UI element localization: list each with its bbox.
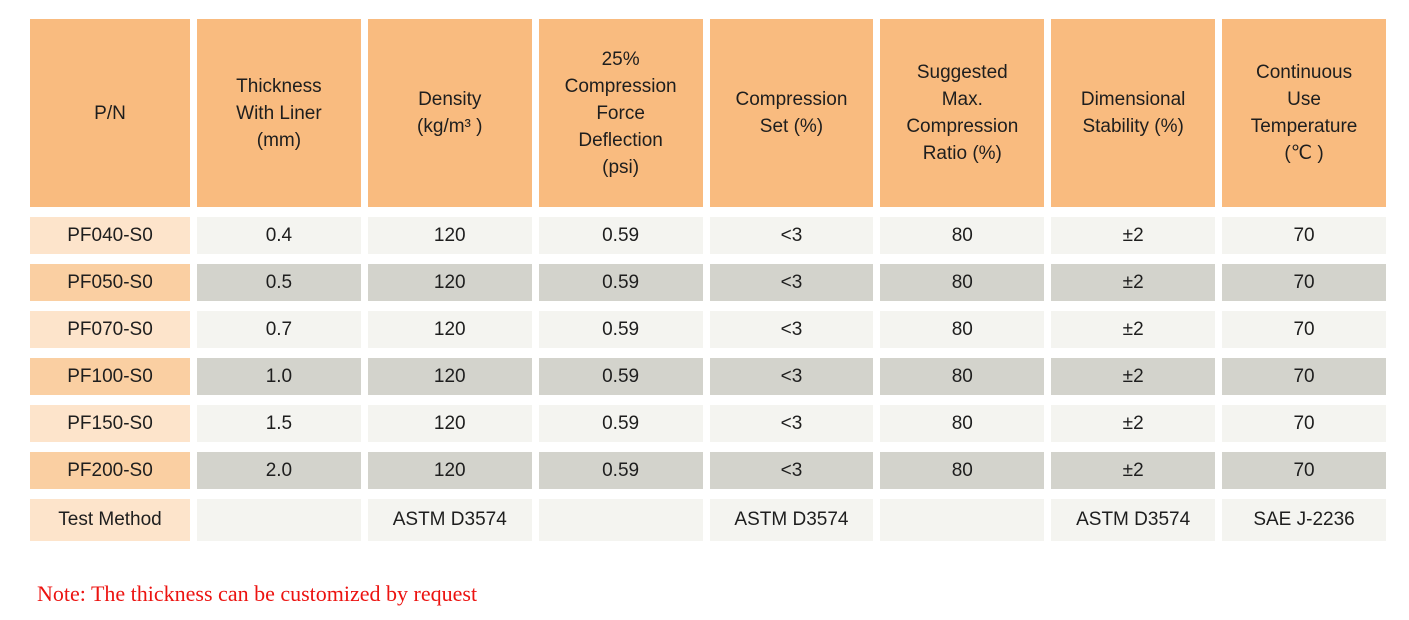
test-method-value-cell: ASTM D3574 [1051, 499, 1216, 541]
value-cell: ±2 [1051, 311, 1216, 348]
value-cell: ±2 [1051, 217, 1216, 254]
table-row: PF100-S0 1.0 120 0.59 <3 80 ±2 70 [30, 358, 1386, 395]
test-method-value-cell [538, 499, 703, 541]
part-number-cell: PF150-S0 [30, 405, 190, 442]
value-cell: 0.5 [197, 264, 361, 301]
value-cell: 120 [367, 217, 532, 254]
value-cell: 120 [367, 452, 532, 489]
test-method-value-cell: ASTM D3574 [367, 499, 532, 541]
value-cell: 80 [880, 217, 1045, 254]
value-cell: <3 [709, 358, 874, 395]
part-number-cell: PF070-S0 [30, 311, 190, 348]
value-cell: 70 [1222, 405, 1386, 442]
column-header-continuous-use-temperature: Continuous Use Temperature (℃ ) [1222, 19, 1386, 207]
value-cell: 0.59 [538, 405, 703, 442]
value-cell: 0.59 [538, 264, 703, 301]
table-row: PF200-S0 2.0 120 0.59 <3 80 ±2 70 [30, 452, 1386, 489]
value-cell: ±2 [1051, 264, 1216, 301]
value-cell: 0.59 [538, 358, 703, 395]
value-cell: ±2 [1051, 358, 1216, 395]
part-number-cell: PF200-S0 [30, 452, 190, 489]
value-cell: 80 [880, 452, 1045, 489]
value-cell: <3 [709, 452, 874, 489]
column-header-suggested-max-compression-ratio: Suggested Max. Compression Ratio (%) [880, 19, 1045, 207]
value-cell: <3 [709, 311, 874, 348]
value-cell: 1.5 [197, 405, 361, 442]
value-cell: 70 [1222, 452, 1386, 489]
test-method-label-cell: Test Method [30, 499, 190, 541]
test-method-value-cell [197, 499, 361, 541]
value-cell: 70 [1222, 217, 1386, 254]
value-cell: 70 [1222, 264, 1386, 301]
value-cell: 0.59 [538, 217, 703, 254]
value-cell: 1.0 [197, 358, 361, 395]
value-cell: 0.4 [197, 217, 361, 254]
value-cell: 120 [367, 358, 532, 395]
value-cell: <3 [709, 264, 874, 301]
thickness-note: Note: The thickness can be customized by… [37, 581, 478, 606]
table-row: PF040-S0 0.4 120 0.59 <3 80 ±2 70 [30, 217, 1386, 254]
value-cell: 80 [880, 358, 1045, 395]
value-cell: 0.7 [197, 311, 361, 348]
value-cell: 80 [880, 405, 1045, 442]
value-cell: <3 [709, 405, 874, 442]
value-cell: 80 [880, 264, 1045, 301]
value-cell: 70 [1222, 311, 1386, 348]
table-row: PF070-S0 0.7 120 0.59 <3 80 ±2 70 [30, 311, 1386, 348]
value-cell: 80 [880, 311, 1045, 348]
value-cell: <3 [709, 217, 874, 254]
column-header-compression-set: Compression Set (%) [709, 19, 874, 207]
test-method-row: Test Method ASTM D3574 ASTM D3574 ASTM D357… [30, 499, 1386, 541]
part-number-cell: PF050-S0 [30, 264, 190, 301]
value-cell: 0.59 [538, 452, 703, 489]
product-spec-table: P/N Thickness With Liner (mm) Density (kg/… [23, 9, 1393, 551]
column-header-density: Density (kg/m³ ) [367, 19, 532, 207]
value-cell: 0.59 [538, 311, 703, 348]
part-number-cell: PF040-S0 [30, 217, 190, 254]
table-row: PF150-S0 1.5 120 0.59 <3 80 ±2 70 [30, 405, 1386, 442]
column-header-compression-force-deflection: 25% Compression Force Deflection (psi) [538, 19, 703, 207]
value-cell: ±2 [1051, 405, 1216, 442]
table-row: PF050-S0 0.5 120 0.59 <3 80 ±2 70 [30, 264, 1386, 301]
value-cell: 120 [367, 405, 532, 442]
value-cell: 2.0 [197, 452, 361, 489]
header-row: P/N Thickness With Liner (mm) Density (kg/… [30, 19, 1386, 207]
test-method-value-cell: SAE J-2236 [1222, 499, 1386, 541]
part-number-cell: PF100-S0 [30, 358, 190, 395]
table-body: PF040-S0 0.4 120 0.59 <3 80 ±2 70 PF050-S0 0.5 120… [30, 217, 1386, 541]
test-method-value-cell: ASTM D3574 [709, 499, 874, 541]
column-header-thickness-with-liner: Thickness With Liner (mm) [197, 19, 361, 207]
value-cell: ±2 [1051, 452, 1216, 489]
value-cell: 120 [367, 264, 532, 301]
column-header-pn: P/N [30, 19, 190, 207]
value-cell: 120 [367, 311, 532, 348]
value-cell: 70 [1222, 358, 1386, 395]
test-method-value-cell [880, 499, 1045, 541]
column-header-dimensional-stability: Dimensional Stability (%) [1051, 19, 1216, 207]
